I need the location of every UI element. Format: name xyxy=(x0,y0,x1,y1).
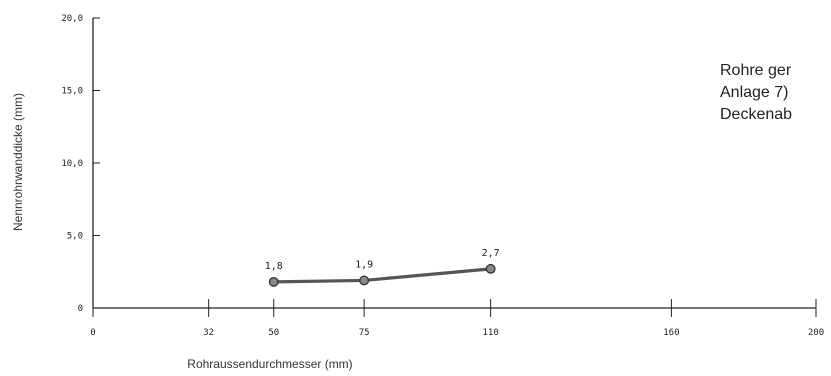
chart-ticks: 0 5,0 10,0 15,0 20,0 0 32 50 75 110 160 200 xyxy=(61,14,824,338)
x-tick-label: 50 xyxy=(268,328,279,338)
chart-series: 1,8 1,9 2,7 xyxy=(265,248,500,287)
x-tick-label: 200 xyxy=(808,328,824,338)
data-label: 1,8 xyxy=(265,261,283,272)
annotation-line-3: Deckenab xyxy=(720,106,792,123)
y-tick-label: 0 xyxy=(78,304,83,314)
chart-axes xyxy=(92,18,816,309)
x-tick-label: 75 xyxy=(359,328,370,338)
y-tick-label: 20,0 xyxy=(61,14,83,24)
y-tick-label: 10,0 xyxy=(61,159,83,169)
data-label: 1,9 xyxy=(355,259,373,270)
x-tick-label: 110 xyxy=(483,328,499,338)
y-axis-title: Nennrohrwanddicke (mm) xyxy=(11,93,25,231)
y-tick-label: 5,0 xyxy=(67,232,83,242)
x-tick-label: 0 xyxy=(90,328,95,338)
x-tick-label: 32 xyxy=(203,328,214,338)
data-point xyxy=(359,275,370,286)
data-point xyxy=(268,276,279,287)
annotation-line-2: Anlage 7) xyxy=(720,84,789,101)
data-point xyxy=(485,263,496,274)
side-annotation: Rohre ger Anlage 7) Deckenab xyxy=(720,62,792,123)
series-line xyxy=(273,267,491,284)
data-label: 2,7 xyxy=(482,248,500,259)
y-tick-label: 15,0 xyxy=(61,87,83,97)
x-tick-label: 160 xyxy=(663,328,679,338)
annotation-line-1: Rohre ger xyxy=(720,62,792,79)
x-axis-title: Rohraussendurchmesser (mm) xyxy=(187,357,352,371)
